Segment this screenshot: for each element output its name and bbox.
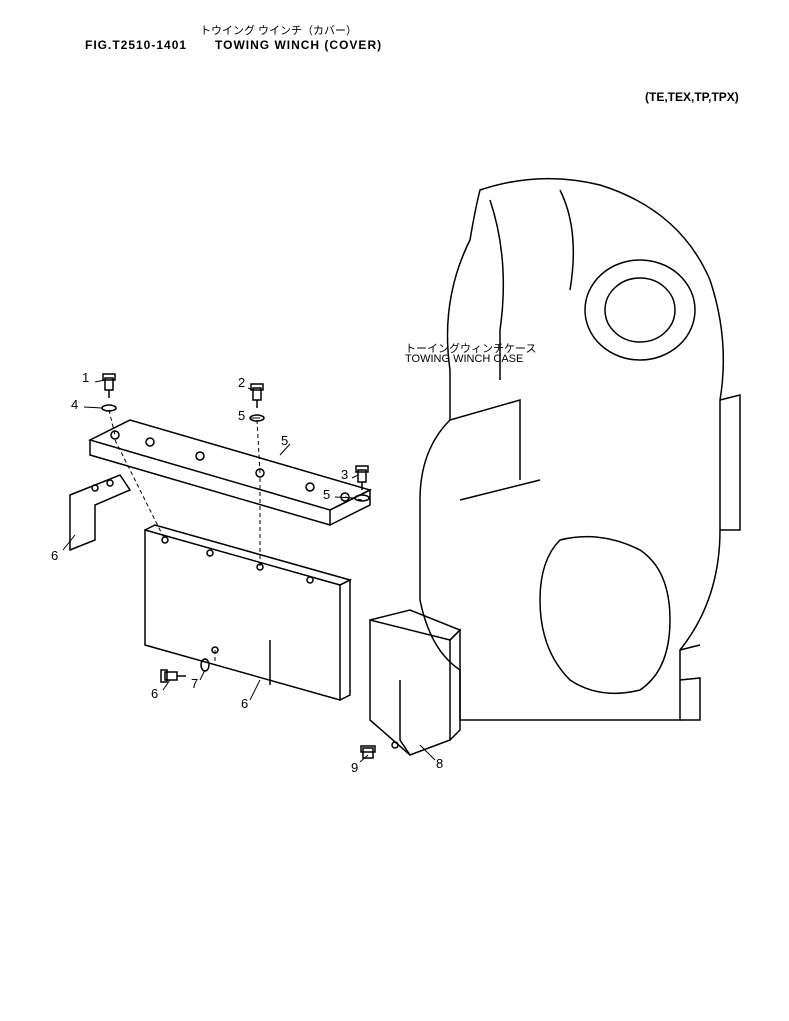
callout-4: 5: [281, 433, 288, 448]
callout-6c: 5: [323, 487, 330, 502]
callout-7: 8: [436, 756, 443, 771]
callout-5a: 1: [82, 370, 89, 385]
callout-5b: 2: [238, 375, 245, 390]
callout-5c: 3: [341, 467, 348, 482]
callout-3: 7: [191, 676, 198, 691]
callout-9: 6: [51, 548, 58, 563]
exploded-diagram: [0, 0, 789, 1021]
callout-8: 9: [351, 760, 358, 775]
callout-6a: 4: [71, 397, 78, 412]
callout-6b: 5: [238, 408, 245, 423]
callout-2: 6: [151, 686, 158, 701]
callout-1: 6: [241, 696, 248, 711]
